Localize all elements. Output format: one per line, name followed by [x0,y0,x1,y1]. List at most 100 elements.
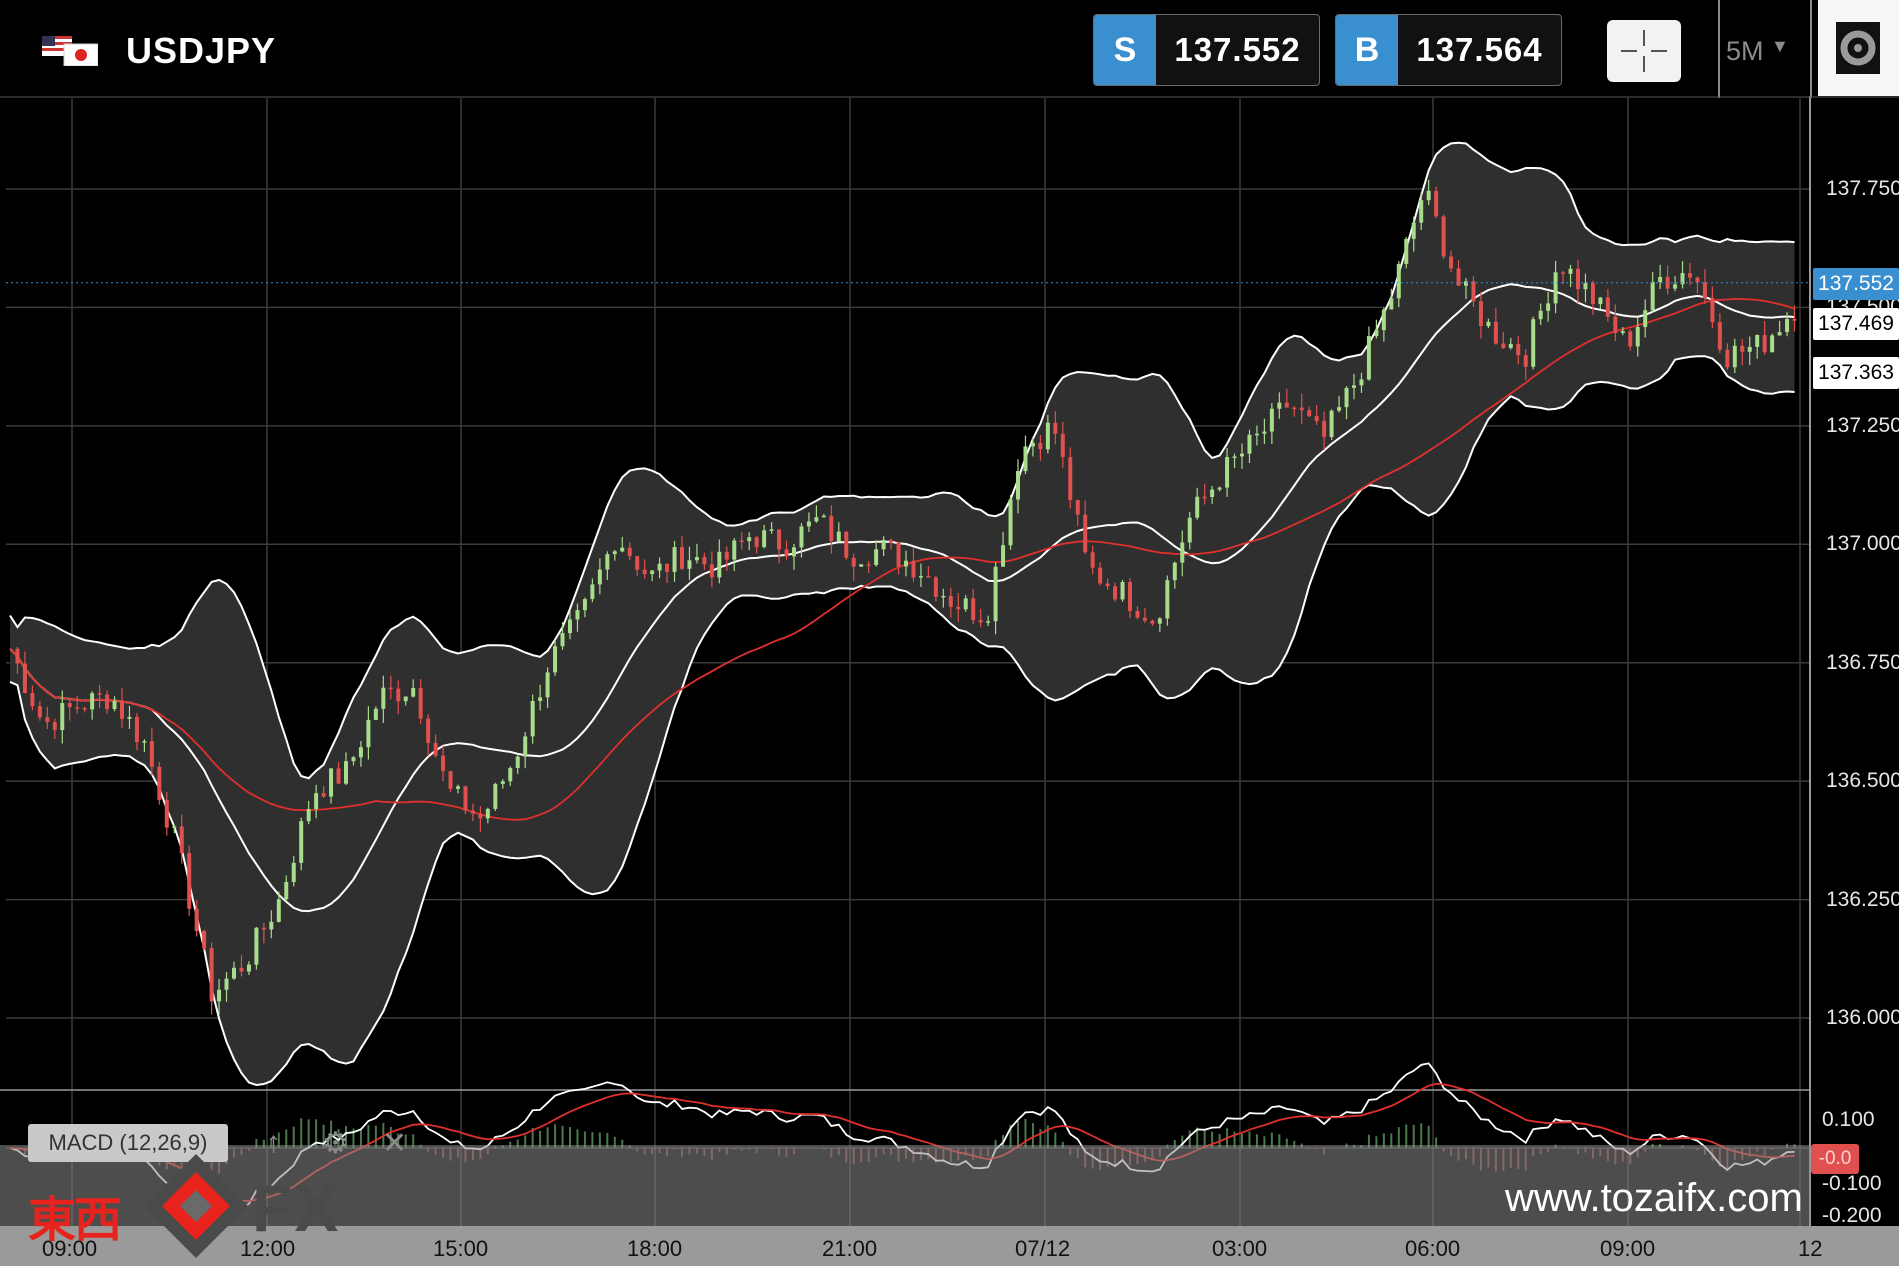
candle [1225,457,1230,488]
time-tick-label: 21:00 [822,1236,878,1261]
candle [1008,499,1013,546]
watermark-url: www.tozaifx.com [1505,1176,1803,1220]
settings-button[interactable] [1818,0,1899,96]
candle [1695,277,1700,283]
candle [1157,618,1162,624]
candle [456,786,460,789]
time-tick-label: 12:00 [240,1236,296,1261]
price-tick-label: 136.000 [1826,1006,1899,1029]
candle [739,540,744,542]
timeframe-selector[interactable]: 5M ▼ [1726,36,1789,67]
candle [381,687,386,709]
candle [859,564,864,567]
buy-label: B [1336,15,1398,85]
candle [1493,321,1498,344]
candle [1620,331,1625,334]
candle [1359,379,1364,386]
candle [485,808,490,819]
candle [1016,471,1020,500]
macd-current-tag: -0.0 [1811,1144,1859,1174]
candle [60,703,65,731]
macd-tick-label: -0.200 [1822,1204,1882,1227]
candle [1680,273,1685,285]
candle [568,619,572,634]
symbol-title[interactable]: USDJPY [126,30,277,71]
candle [1464,281,1468,286]
candle [97,693,102,695]
candle [15,648,20,664]
candle [717,551,722,578]
bollinger-middle-line [9,283,1795,913]
buy-button[interactable]: B 137.564 [1335,14,1562,86]
candle [612,551,617,555]
price-tick-label: 137.750 [1826,177,1899,200]
candle [1650,281,1655,311]
candle [1688,273,1692,278]
candle [1098,567,1103,584]
candle [866,564,871,566]
candle [1471,281,1476,302]
candle [747,537,752,542]
candle [1747,346,1752,352]
macd-tick-label: 0.100 [1822,1108,1875,1131]
candle [1434,190,1439,217]
crosshair-button[interactable] [1607,20,1681,82]
candle [463,786,468,811]
candle [724,551,729,560]
candle [874,549,879,565]
candle [1501,343,1506,348]
candle [1142,617,1147,621]
candle [1314,416,1319,421]
candle [806,521,811,527]
price-tick-label: 136.250 [1826,887,1899,911]
arrow-up-icon[interactable]: ↑ [266,1126,281,1159]
time-axis [0,1226,1899,1266]
candle [1053,422,1058,434]
candle [836,531,841,542]
candle [956,606,961,610]
candle [1777,332,1782,336]
candle [1172,562,1177,581]
bollinger-band-fill [10,142,1795,1085]
candle [530,700,535,737]
candle [635,556,640,570]
watermark-logo: 東西 [28,1192,122,1248]
macd-indicator-label[interactable]: MACD (12,26,9) [28,1124,228,1162]
candle [314,793,319,809]
candle [1389,298,1394,310]
candle [672,547,677,572]
candle [1725,349,1730,368]
candle [1307,410,1312,417]
candle [1531,319,1536,367]
candle [1546,303,1551,311]
candle [948,595,953,607]
candle [1180,542,1185,563]
sell-button[interactable]: S 137.552 [1093,14,1320,86]
candle [1083,514,1088,553]
candle [344,761,348,784]
bollinger-lower-line [9,355,1795,1087]
candle [896,542,901,567]
candle [418,688,423,719]
time-tick-label: 15:00 [433,1236,489,1261]
candle [470,810,475,814]
price-tick-label: 137.000 [1826,532,1899,556]
candle [1232,456,1237,458]
candle [821,515,826,518]
candle [134,716,139,743]
gear-icon[interactable]: ⚙ [322,1127,349,1160]
candle [508,767,513,782]
candle [1419,200,1424,223]
candle [1090,552,1095,568]
candle [1210,489,1215,498]
candle [1740,345,1745,352]
candle [157,766,162,800]
candle [1128,582,1132,612]
candle [1583,283,1588,290]
candle [202,931,207,949]
candle [1045,422,1050,450]
candle [1344,387,1349,408]
close-icon[interactable]: ✕ [382,1127,408,1160]
candle [560,633,565,647]
